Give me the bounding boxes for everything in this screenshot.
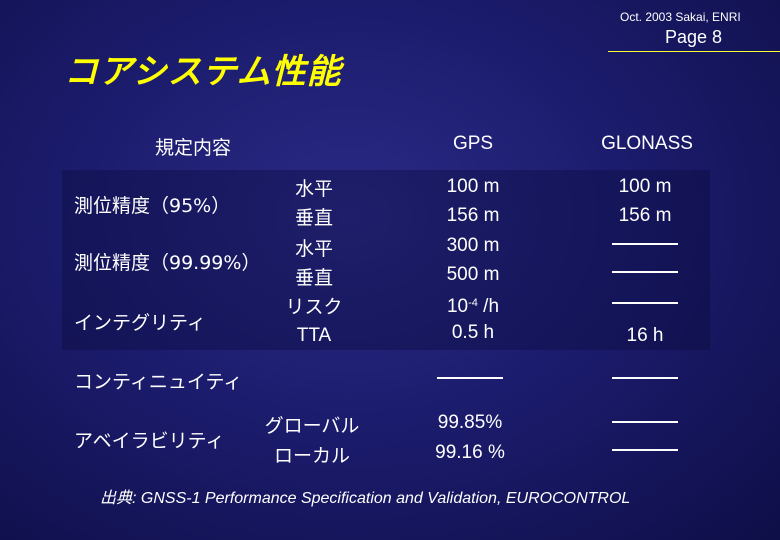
glonass-availability-global-dash bbox=[612, 421, 678, 423]
header-note: Oct. 2003 Sakai, ENRI bbox=[620, 10, 741, 24]
glonass-accuracy-9999-vertical-dash bbox=[612, 271, 678, 273]
glonass-availability-local-dash bbox=[612, 449, 678, 451]
source-text: : GNSS-1 Performance Specification and V… bbox=[132, 490, 631, 507]
gps-availability-local: 99.16 % bbox=[435, 442, 505, 463]
row-label-availability: アベイラビリティ bbox=[74, 430, 225, 452]
gps-integrity-risk-exponent: -4 bbox=[468, 297, 478, 309]
gps-accuracy-9999-horizontal: 300 m bbox=[446, 235, 500, 256]
sub-label-global: グローバル bbox=[264, 415, 360, 437]
sub-label-risk: リスク bbox=[285, 296, 343, 318]
gps-integrity-risk: 10-4 /h bbox=[447, 289, 499, 321]
column-header-gps: GPS bbox=[452, 133, 494, 154]
row-label-continuity: コンティニュイティ bbox=[74, 371, 243, 393]
sub-label-vertical-9999: 垂直 bbox=[294, 267, 334, 289]
source-citation: 出典: GNSS-1 Performance Specification and… bbox=[100, 484, 630, 508]
page-rule-divider bbox=[608, 51, 780, 52]
sub-label-vertical-95: 垂直 bbox=[294, 207, 334, 229]
gps-integrity-risk-base: 10 bbox=[446, 296, 469, 317]
row-label-integrity: インテグリティ bbox=[74, 312, 206, 334]
glonass-continuity-dash bbox=[612, 377, 678, 379]
sub-label-tta: TTA bbox=[296, 325, 332, 346]
row-label-accuracy-95: 測位精度（95%） bbox=[74, 195, 231, 217]
gps-continuity-dash bbox=[437, 377, 503, 379]
gps-integrity-tta: 0.5 h bbox=[451, 322, 495, 343]
sub-label-local: ローカル bbox=[273, 445, 351, 467]
glonass-accuracy-9999-horizontal-dash bbox=[612, 243, 678, 245]
column-header-spec: 規定内容 bbox=[155, 137, 232, 159]
table-data-panel bbox=[62, 170, 710, 350]
glonass-accuracy-95-horizontal: 100 m bbox=[618, 176, 672, 197]
sub-label-horizontal-95: 水平 bbox=[294, 178, 334, 200]
column-header-glonass: GLONASS bbox=[601, 133, 693, 154]
glonass-integrity-risk-dash bbox=[612, 302, 678, 304]
page-number: Page 8 bbox=[665, 27, 723, 47]
glonass-integrity-tta: 16 h bbox=[626, 325, 664, 346]
source-prefix: 出典 bbox=[100, 490, 133, 507]
row-label-accuracy-9999: 測位精度（99.99%） bbox=[74, 252, 261, 274]
glonass-accuracy-95-vertical: 156 m bbox=[618, 205, 672, 226]
slide-title: コアシステム性能 bbox=[64, 52, 342, 92]
gps-availability-global: 99.85% bbox=[437, 412, 503, 433]
sub-label-horizontal-9999: 水平 bbox=[294, 238, 334, 260]
gps-accuracy-95-vertical: 156 m bbox=[446, 205, 500, 226]
gps-integrity-risk-unit: /h bbox=[477, 296, 500, 317]
gps-accuracy-95-horizontal: 100 m bbox=[446, 176, 500, 197]
gps-accuracy-9999-vertical: 500 m bbox=[446, 264, 500, 285]
